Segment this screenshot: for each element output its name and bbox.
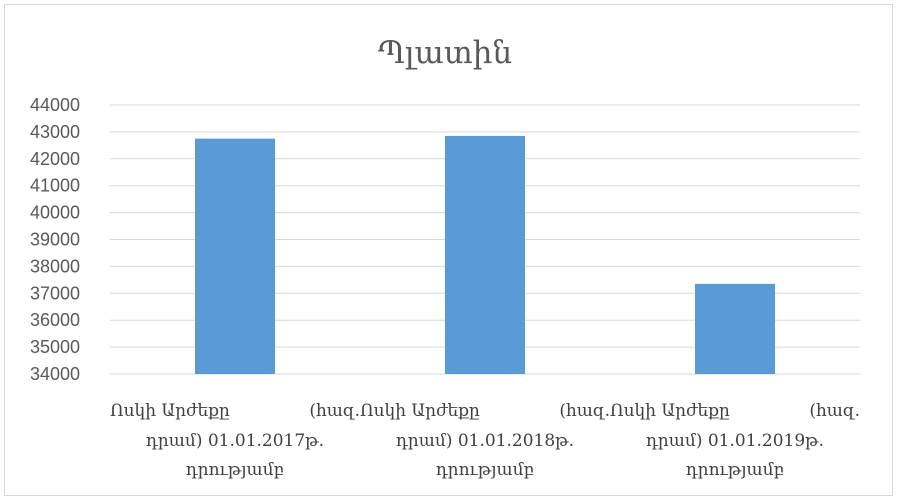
x-category-label-line: դրամ) 01.01.2018թ. (396, 431, 574, 451)
y-axis-ticks: 34000 35000 36000 37000 38000 39000 40000 41000… (30, 95, 80, 384)
x-category-label-line: դրությամբ (686, 460, 784, 480)
y-tick-label: 40000 (30, 203, 80, 223)
x-category-label-line: Ոսկի Արժեքը (110, 401, 230, 421)
x-category-label-line: դրությամբ (436, 460, 534, 480)
x-category-label: Ոսկի Արժեքը (հազ. դրամ) 01.01.2018թ. դրությ… (360, 401, 610, 480)
y-tick-label: 36000 (30, 310, 80, 330)
x-category-label: Ոսկի Արժեքը (հազ. դրամ) 01.01.2017թ. դրությ… (110, 401, 360, 480)
chart-title: Պլատին (378, 35, 512, 71)
x-category-label-line: (հազ. (559, 401, 610, 421)
y-tick-label: 38000 (30, 256, 80, 276)
x-category-label: Ոսկի Արժեքը (հազ. դրամ) 01.01.2019թ. դրությ… (610, 401, 860, 480)
bars (195, 135, 775, 374)
x-category-label-line: (հազ. (309, 401, 360, 421)
y-tick-label: 39000 (30, 230, 80, 250)
y-tick-label: 34000 (30, 364, 80, 384)
y-tick-label: 37000 (30, 283, 80, 303)
y-tick-label: 41000 (30, 176, 80, 196)
bar (445, 135, 525, 374)
x-category-label-line: դրամ) 01.01.2019թ. (646, 431, 824, 451)
x-category-label-line: Ոսկի Արժեքը (360, 401, 480, 421)
x-category-label-line: դրությամբ (186, 460, 284, 480)
x-axis-category-labels: Ոսկի Արժեքը (հազ.դրամ) 01.01.2017թ.դրությ… (110, 401, 860, 480)
y-tick-label: 35000 (30, 337, 80, 357)
bar-chart: Պլատին 34000 35000 36000 37000 38000 39000 400… (30, 35, 860, 480)
x-category-label-line: դրամ) 01.01.2017թ. (146, 431, 324, 451)
y-tick-label: 42000 (30, 149, 80, 169)
bar (695, 283, 775, 374)
y-tick-label: 44000 (30, 95, 80, 115)
y-tick-label: 43000 (30, 122, 80, 142)
chart-frame: Պլատին 34000 35000 36000 37000 38000 39000 400… (4, 4, 893, 496)
x-category-label-line: (հազ. (809, 401, 860, 421)
x-category-label-line: Ոսկի Արժեքը (610, 401, 730, 421)
bar (195, 138, 275, 374)
